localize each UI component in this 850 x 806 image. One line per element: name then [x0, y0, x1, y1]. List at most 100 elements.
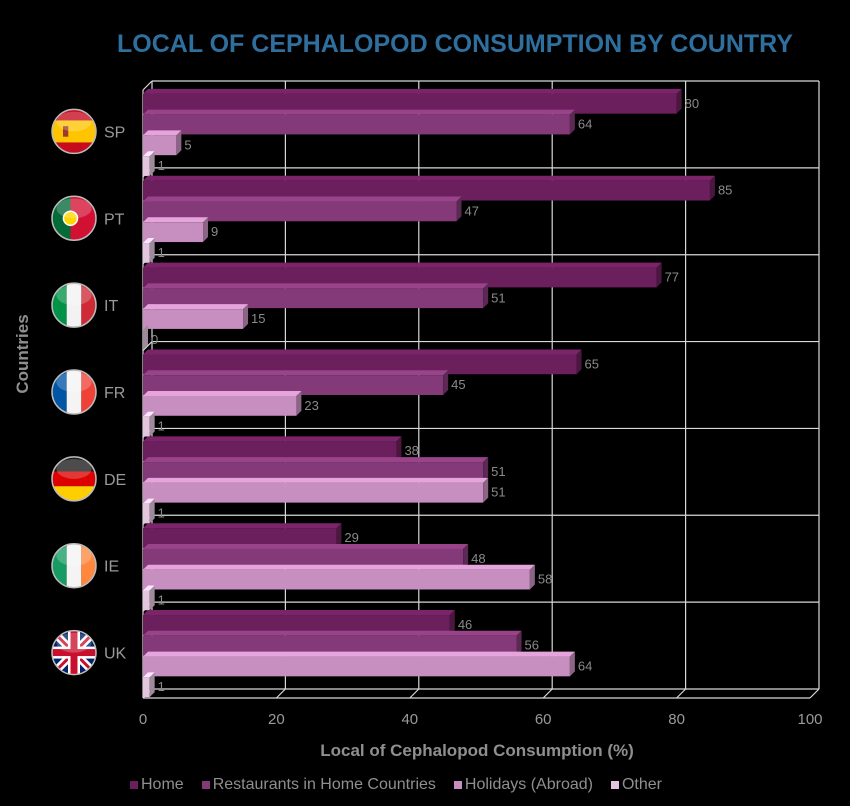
- spain-flag-icon: [52, 109, 96, 154]
- category-label: IT: [104, 298, 118, 315]
- data-label: 1: [158, 245, 165, 260]
- bar: [143, 135, 177, 156]
- x-axis-title: Local of Cephalopod Consumption (%): [320, 741, 634, 760]
- bar-top-face: [143, 411, 155, 417]
- bar: [143, 156, 150, 176]
- bar: [143, 243, 150, 263]
- bar-top-face: [143, 543, 469, 549]
- bar-side-face: [709, 175, 715, 201]
- legend-swatch: [453, 781, 462, 789]
- legend-item: Restaurants in Home Countries: [201, 776, 436, 794]
- bar-top-face: [143, 457, 489, 463]
- data-label: 51: [491, 464, 505, 479]
- data-label: 1: [158, 419, 165, 434]
- bar-side-face: [149, 672, 155, 698]
- bar-side-face: [516, 630, 522, 656]
- bar-side-face: [529, 564, 535, 590]
- bar-side-face: [443, 370, 449, 395]
- bar-top-face: [143, 651, 575, 657]
- bar-side-face: [569, 651, 575, 677]
- bar-side-face: [176, 130, 182, 156]
- bar-top-face: [143, 349, 582, 355]
- bar-top-face: [143, 88, 682, 94]
- data-label: 1: [158, 679, 165, 694]
- data-label: 47: [464, 203, 478, 218]
- gridline-floor: [809, 688, 820, 699]
- bar-side-face: [143, 324, 148, 350]
- bar: [143, 267, 657, 288]
- bar-side-face: [483, 477, 489, 503]
- legend-swatch: [610, 781, 619, 789]
- bar: [143, 396, 297, 416]
- gridline-floor: [409, 688, 420, 699]
- bar-top-face: [143, 304, 249, 310]
- data-label: 58: [538, 572, 552, 587]
- gridline-floor: [542, 688, 553, 699]
- flag-ring: [51, 108, 97, 155]
- data-label: 1: [158, 592, 165, 607]
- data-label: 5: [184, 137, 191, 152]
- bar: [143, 354, 577, 375]
- bar-top-face: [143, 109, 575, 115]
- bar-top-face: [143, 436, 402, 442]
- data-label: 0: [151, 332, 158, 347]
- legend-item: Other: [610, 776, 662, 794]
- germany-flag-icon: [52, 456, 96, 501]
- category-label: PT: [104, 211, 125, 228]
- gridline-floor: [275, 688, 286, 699]
- flag-ring: [51, 369, 97, 415]
- legend-label: Other: [621, 776, 662, 793]
- bar: [143, 201, 457, 222]
- bar: [143, 528, 337, 548]
- bar-top-face: [143, 238, 155, 244]
- category-label: UK: [104, 646, 127, 663]
- bar-side-face: [149, 585, 155, 611]
- bar-top-face: [143, 196, 462, 202]
- gridline-wall: [142, 80, 153, 91]
- data-label: 29: [344, 530, 358, 545]
- bar: [143, 288, 484, 309]
- x-tick-label: 20: [268, 711, 285, 728]
- data-label: 56: [525, 638, 539, 653]
- bar: [143, 114, 570, 135]
- x-tick-label: 80: [668, 711, 685, 728]
- bar: [143, 462, 484, 482]
- legend-label: Home: [141, 776, 184, 793]
- bar-side-face: [569, 109, 575, 135]
- bar-side-face: [456, 196, 462, 222]
- y-axis-title: Countries: [13, 314, 32, 393]
- data-label: 64: [578, 658, 592, 673]
- data-label: 38: [404, 443, 418, 458]
- data-label: 77: [665, 270, 679, 285]
- data-label: 23: [304, 398, 318, 413]
- bar-top-face: [143, 523, 342, 529]
- legend-label: Holidays (Abroad): [464, 776, 593, 793]
- data-label: 1: [158, 158, 165, 173]
- category-label: IE: [104, 559, 119, 576]
- bar-side-face: [296, 391, 302, 416]
- flag-ring: [51, 629, 97, 676]
- bar: [143, 569, 530, 590]
- bar-side-face: [483, 457, 489, 482]
- bar-top-face: [143, 262, 662, 268]
- bar: [143, 656, 570, 677]
- bar-side-face: [243, 304, 249, 329]
- category-label: DE: [104, 472, 126, 489]
- bar: [143, 93, 677, 114]
- bar: [143, 222, 204, 243]
- category-label: FR: [104, 385, 125, 402]
- bar-top-face: [143, 672, 155, 678]
- flag-ring: [51, 282, 97, 328]
- bar-side-face: [203, 217, 209, 243]
- x-tick-label: 40: [401, 711, 418, 728]
- legend-label: Restaurants in Home Countries: [212, 776, 436, 793]
- data-label: 9: [211, 224, 218, 239]
- legend-item: Holidays (Abroad): [453, 776, 593, 794]
- bar-side-face: [149, 151, 155, 176]
- data-label: 64: [578, 117, 592, 132]
- bar: [143, 482, 484, 503]
- bar-top-face: [143, 477, 489, 483]
- x-tick-label: 100: [797, 711, 822, 728]
- x-tick-label: 0: [139, 711, 147, 728]
